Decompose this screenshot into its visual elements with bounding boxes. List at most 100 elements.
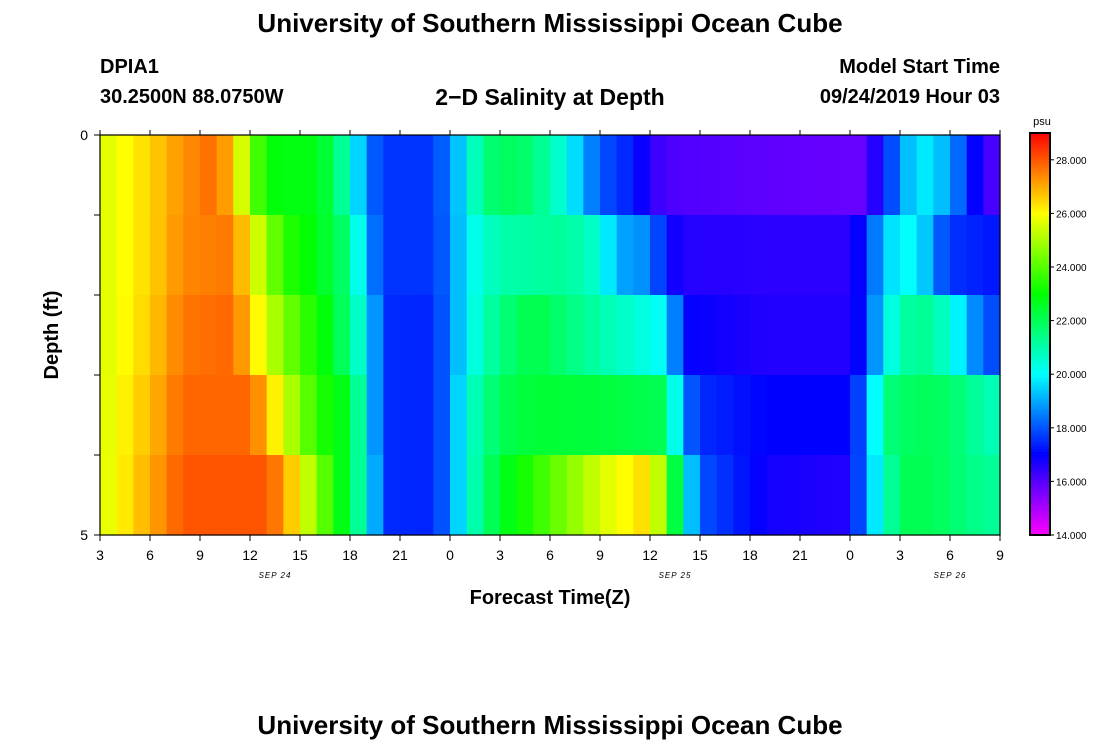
model-start-time: 09/24/2019 Hour 03 [819,86,1000,108]
heatmap-cell [733,215,751,296]
heatmap-cell [550,215,568,296]
heatmap-cell [733,455,751,536]
heatmap-cell [616,455,634,536]
heatmap-cell [600,215,618,296]
colorbar-swatch [1030,414,1050,418]
colorbar-swatch [1030,325,1050,330]
heatmap-cell [650,295,668,376]
heatmap-cell [283,295,301,376]
heatmap-cell [416,215,434,296]
heatmap-cell [183,455,201,536]
x-tick-label: 0 [446,547,454,563]
colorbar-swatch [1030,272,1050,276]
heatmap-cell [783,455,801,536]
heatmap-cell [950,295,968,376]
colorbar-swatch [1030,312,1050,316]
heatmap-cell [700,375,718,456]
heatmap-cell [800,215,818,296]
colorbar-tick-label: 20.000 [1056,370,1087,381]
heatmap-cell [816,295,834,376]
colorbar-swatch [1030,205,1050,209]
heatmap-cell [200,455,218,536]
colorbar-swatch [1030,162,1050,166]
heatmap-cell [566,455,584,536]
colorbar-swatch [1030,309,1050,314]
heatmap-cell [116,215,134,296]
x-tick-label: 21 [792,547,808,563]
colorbar-swatch [1030,516,1050,520]
colorbar-swatch [1030,425,1050,429]
heatmap-cell [233,215,251,296]
heatmap-cell [683,135,701,216]
heatmap-cell [733,135,751,216]
heatmap-cell [183,135,201,216]
heatmap-cell [950,215,968,296]
colorbar-swatch [1030,489,1050,493]
colorbar-swatch [1030,317,1050,322]
heatmap-cell [966,375,984,456]
colorbar-swatch [1030,141,1050,145]
heatmap-cell [183,295,201,376]
colorbar-swatch [1030,245,1050,249]
heatmap-cell [433,295,451,376]
colorbar-swatch [1030,529,1050,533]
colorbar-swatch [1030,510,1050,515]
colorbar-swatch [1030,301,1050,306]
colorbar-swatch [1030,486,1050,491]
heatmap-cell [933,215,951,296]
colorbar-swatch [1030,363,1050,367]
heatmap-cell [316,135,334,216]
heatmap-cell [216,295,234,376]
heatmap-cell [766,215,784,296]
y-tick-label: 5 [80,527,88,543]
x-tick-label: 15 [692,547,708,563]
heatmap-cell [550,135,568,216]
heatmap-cell [133,295,151,376]
colorbar-swatch [1030,374,1050,378]
heatmap-cell [650,215,668,296]
heatmap-cell [466,215,484,296]
heatmap-cell [766,295,784,376]
colorbar-swatch [1030,371,1050,375]
heatmap-cell [483,375,501,456]
heatmap-cell [483,215,501,296]
heatmap-cell [350,375,368,456]
heatmap-cell [266,135,284,216]
heatmap-cell [466,455,484,536]
heatmap-cell [950,375,968,456]
station-id: DPIA1 [100,56,159,78]
heatmap-cell [633,215,651,296]
colorbar-swatch [1030,248,1050,252]
heatmap-cell [166,215,184,296]
heatmap-cell [750,375,768,456]
heatmap-cell [466,375,484,456]
heatmap-cell [216,375,234,456]
heatmap-cell [583,375,601,456]
colorbar-swatch [1030,494,1050,499]
heatmap-cell [533,215,551,296]
heatmap-cell [516,215,534,296]
colorbar-swatch [1030,237,1050,241]
heatmap-cell [566,135,584,216]
heatmap-cell [716,295,734,376]
heatmap-cell [250,135,268,216]
heatmap-cell [150,375,168,456]
colorbar-swatch [1030,366,1050,370]
colorbar-tick-label: 24.000 [1056,263,1087,274]
heatmap-cell [100,295,118,376]
heatmap-cell [866,215,884,296]
heatmap-cell [400,215,418,296]
heatmap-cell [200,135,218,216]
colorbar-swatch [1030,291,1050,295]
heatmap-cell [683,455,701,536]
colorbar-swatch [1030,411,1050,415]
colorbar-swatch [1030,379,1050,383]
heatmap-cell [366,135,384,216]
colorbar-swatch [1030,473,1050,477]
heatmap-cell [816,375,834,456]
colorbar-swatch [1030,446,1050,450]
colorbar-swatch [1030,135,1050,139]
heatmap-cell [966,135,984,216]
colorbar-swatch [1030,352,1050,357]
heatmap-cell [800,455,818,536]
